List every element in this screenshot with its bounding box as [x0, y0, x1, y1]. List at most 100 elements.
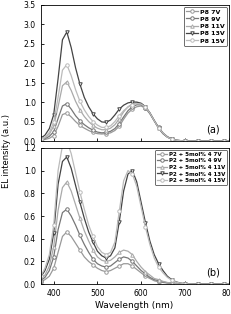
Line: P8 15V: P8 15V	[39, 63, 229, 143]
P8 7V	[117, 124, 120, 128]
P2 + 5mol% 4 7V	[113, 266, 116, 270]
P2 + 5mol% 4 9V	[113, 261, 116, 264]
P8 15V	[196, 139, 198, 143]
P2 + 5mol% 4 9V	[52, 255, 55, 259]
P8 13V	[187, 139, 190, 143]
P8 11V	[70, 89, 72, 92]
P8 7V	[126, 111, 129, 115]
P8 11V	[161, 131, 164, 135]
P2 + 5mol% 4 9V	[222, 282, 225, 286]
P2 + 5mol% 4 15V	[113, 240, 116, 244]
P2 + 5mol% 4 13V	[43, 269, 46, 273]
P2 + 5mol% 4 15V	[226, 282, 229, 286]
P2 + 5mol% 4 9V	[213, 282, 216, 286]
P8 11V	[183, 139, 185, 143]
P8 15V	[170, 137, 172, 141]
P8 9V	[157, 126, 159, 129]
P8 11V	[226, 139, 229, 143]
P2 + 5mol% 4 7V	[165, 281, 168, 285]
P8 15V	[209, 139, 212, 143]
P2 + 5mol% 4 11V	[148, 273, 151, 277]
P8 11V	[170, 137, 172, 141]
P2 + 5mol% 4 11V	[143, 270, 146, 273]
P8 15V	[87, 115, 90, 118]
P2 + 5mol% 4 11V	[152, 277, 155, 280]
P8 11V	[135, 101, 137, 105]
P8 15V	[157, 126, 159, 130]
P2 + 5mol% 4 7V	[191, 282, 194, 286]
P8 7V	[204, 139, 207, 143]
P2 + 5mol% 4 9V	[87, 251, 90, 254]
P2 + 5mol% 4 9V	[39, 279, 42, 283]
P2 + 5mol% 4 7V	[96, 266, 98, 270]
P8 9V	[170, 137, 172, 141]
P8 7V	[187, 139, 190, 143]
P2 + 5mol% 4 9V	[226, 282, 229, 286]
P2 + 5mol% 4 7V	[178, 282, 181, 286]
P2 + 5mol% 4 7V	[200, 282, 203, 286]
P2 + 5mol% 4 9V	[187, 282, 190, 286]
P8 15V	[183, 139, 185, 143]
P2 + 5mol% 4 13V	[56, 182, 59, 186]
P2 + 5mol% 4 7V	[139, 271, 142, 275]
P2 + 5mol% 4 7V	[117, 264, 120, 268]
P8 13V	[200, 139, 203, 143]
P8 15V	[43, 135, 46, 139]
P2 + 5mol% 4 11V	[161, 279, 164, 283]
P2 + 5mol% 4 11V	[87, 239, 90, 243]
Legend: P8 7V, P8 9V, P8 11V, P8 13V, P8 15V: P8 7V, P8 9V, P8 11V, P8 13V, P8 15V	[183, 7, 226, 46]
P8 15V	[91, 120, 94, 123]
P8 11V	[191, 139, 194, 143]
P8 9V	[196, 139, 198, 143]
P8 7V	[135, 105, 137, 109]
P8 13V	[56, 77, 59, 81]
P2 + 5mol% 4 13V	[113, 246, 116, 250]
P2 + 5mol% 4 15V	[126, 169, 129, 172]
P2 + 5mol% 4 13V	[209, 282, 212, 286]
P8 7V	[161, 131, 164, 135]
Text: (b): (b)	[205, 267, 219, 277]
P2 + 5mol% 4 9V	[191, 282, 194, 286]
P2 + 5mol% 4 9V	[183, 282, 185, 286]
P8 11V	[52, 124, 55, 128]
P8 13V	[196, 139, 198, 143]
P2 + 5mol% 4 9V	[174, 282, 177, 286]
P2 + 5mol% 4 7V	[104, 270, 107, 273]
P2 + 5mol% 4 7V	[70, 235, 72, 238]
P8 7V	[96, 132, 98, 136]
P8 11V	[217, 139, 220, 143]
P8 9V	[143, 106, 146, 109]
P2 + 5mol% 4 9V	[139, 269, 142, 273]
P2 + 5mol% 4 11V	[174, 282, 177, 285]
P2 + 5mol% 4 15V	[56, 169, 59, 172]
P2 + 5mol% 4 13V	[217, 282, 220, 286]
P8 9V	[161, 131, 164, 135]
P2 + 5mol% 4 7V	[43, 278, 46, 282]
P2 + 5mol% 4 7V	[87, 260, 90, 263]
P8 7V	[70, 115, 72, 119]
P8 7V	[178, 139, 181, 143]
P8 13V	[87, 105, 90, 109]
P2 + 5mol% 4 11V	[165, 281, 168, 284]
P2 + 5mol% 4 11V	[96, 255, 98, 259]
P8 15V	[187, 139, 190, 143]
P8 13V	[209, 139, 212, 143]
P2 + 5mol% 4 11V	[109, 258, 111, 262]
P2 + 5mol% 4 9V	[96, 262, 98, 266]
P8 9V	[117, 122, 120, 125]
P8 7V	[48, 136, 51, 140]
P8 13V	[135, 100, 137, 104]
P8 15V	[226, 139, 229, 143]
P8 15V	[152, 119, 155, 123]
P8 9V	[213, 139, 216, 143]
P8 7V	[157, 126, 159, 130]
P8 7V	[82, 126, 85, 130]
P2 + 5mol% 4 13V	[226, 282, 229, 286]
P2 + 5mol% 4 13V	[222, 282, 225, 286]
P2 + 5mol% 4 15V	[87, 223, 90, 227]
P8 11V	[74, 100, 77, 103]
P2 + 5mol% 4 15V	[183, 282, 185, 286]
P8 7V	[52, 134, 55, 138]
P2 + 5mol% 4 15V	[39, 274, 42, 278]
P2 + 5mol% 4 15V	[187, 282, 190, 286]
